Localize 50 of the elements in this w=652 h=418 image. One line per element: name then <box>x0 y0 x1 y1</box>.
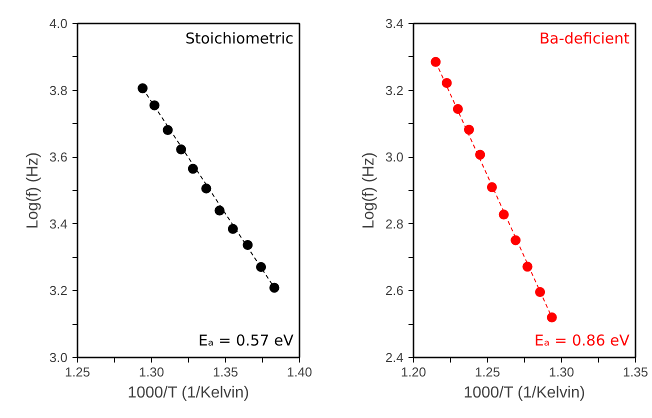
y-tick-label: 3.4 <box>49 216 68 232</box>
point <box>498 210 509 220</box>
point <box>464 124 474 135</box>
point <box>242 240 253 250</box>
point <box>522 262 532 272</box>
point <box>486 182 497 192</box>
x-tick-label: 1.20 <box>400 364 426 380</box>
y-tick-label: 3.2 <box>385 82 404 98</box>
point <box>201 184 212 194</box>
y-tick-label: 2.6 <box>385 283 404 298</box>
point <box>430 56 441 67</box>
annotation: Ba-deficient <box>539 30 630 48</box>
point <box>535 287 546 298</box>
x-tick-label: 1.40 <box>286 364 312 380</box>
point <box>176 144 186 154</box>
point <box>546 312 557 322</box>
point <box>188 164 198 174</box>
y-tick-label: 3.2 <box>49 283 68 298</box>
y-tick-label: 3.0 <box>385 150 404 165</box>
y-tick-label: 2.8 <box>385 216 404 232</box>
y-axis-title: Log(f) (Hz) <box>24 152 42 229</box>
point <box>269 282 280 293</box>
point <box>149 100 160 110</box>
point <box>256 262 266 272</box>
point <box>442 78 452 88</box>
x-tick-label: 1.35 <box>622 364 648 380</box>
y-tick-label: 4.0 <box>49 16 68 31</box>
x-tick-label: 1.30 <box>548 364 574 380</box>
y-tick-label: 3.0 <box>49 350 68 365</box>
point <box>452 104 463 114</box>
y-tick-label: 3.6 <box>49 150 68 165</box>
point <box>510 235 521 246</box>
y-tick-label: 3.4 <box>385 16 404 31</box>
y-tick-label: 2.4 <box>385 350 404 365</box>
x-tick-label: 1.35 <box>212 364 238 380</box>
y-axis-title: Log(f) (Hz) <box>360 152 378 229</box>
x-tick-label: 1.25 <box>474 364 500 380</box>
x-tick-label: 1.30 <box>138 364 164 380</box>
point <box>214 206 225 216</box>
x-axis-title: 1000/T (1/Kelvin) <box>128 384 250 402</box>
annotation: Eₐ = 0.57 eV <box>198 332 294 350</box>
point <box>138 83 148 94</box>
point <box>162 125 173 136</box>
x-axis-title: 1000/T (1/Kelvin) <box>464 384 586 402</box>
annotation: Stoichiometric <box>185 30 294 48</box>
y-tick-label: 3.8 <box>49 82 68 98</box>
x-tick-label: 1.25 <box>64 364 90 380</box>
point <box>228 224 238 234</box>
point <box>475 150 486 160</box>
annotation: Eₐ = 0.86 eV <box>534 332 630 350</box>
